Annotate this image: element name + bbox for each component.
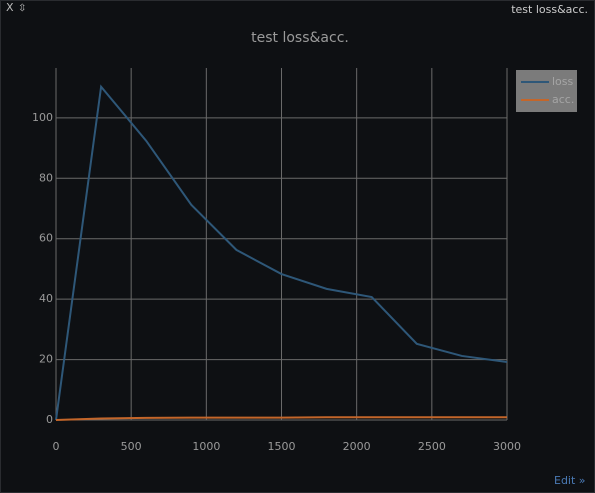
y-tick-label: 80 (39, 171, 53, 184)
y-tick-label: 20 (39, 353, 53, 366)
close-button[interactable]: X (6, 1, 14, 14)
legend-box (516, 70, 577, 112)
x-tick-label: 1500 (268, 440, 296, 453)
window-caption: test loss&acc. (511, 3, 588, 16)
x-tick-label: 0 (53, 440, 60, 453)
resize-icon[interactable]: ⇳ (18, 3, 26, 14)
legend-label: loss (552, 75, 574, 88)
legend-label: acc. (552, 93, 574, 106)
x-tick-label: 1000 (192, 440, 220, 453)
line-series (55, 84, 508, 421)
y-tick-label: 60 (39, 232, 53, 245)
chart-title: test loss&acc. (251, 30, 349, 46)
x-tick-label: 2000 (343, 440, 371, 453)
x-tick-label: 3000 (493, 440, 521, 453)
x-tick-label: 500 (121, 440, 142, 453)
y-tick-label: 0 (46, 413, 53, 426)
plot: 0 500 1000 1500 2000 2500 3000 0 20 40 60 80 100 loss… (32, 68, 577, 453)
line-series (55, 416, 507, 421)
x-tick-label: 2500 (418, 440, 446, 453)
y-tick-label: 40 (39, 292, 53, 305)
edit-link[interactable]: Edit » (554, 474, 586, 487)
y-tick-label: 100 (32, 111, 53, 124)
